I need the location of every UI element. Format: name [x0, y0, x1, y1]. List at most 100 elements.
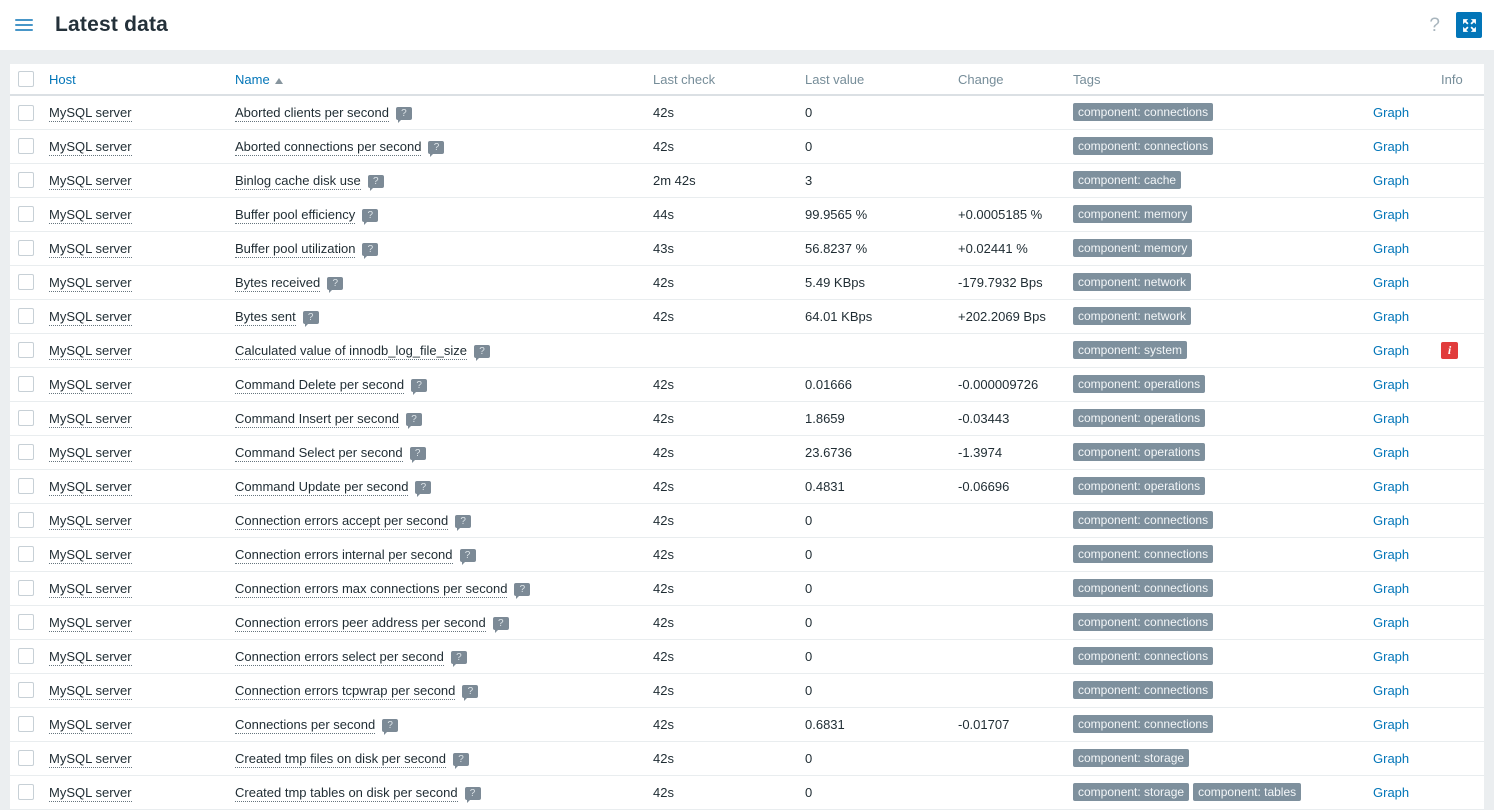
item-description-hint-icon[interactable]: ? — [428, 140, 445, 157]
item-name-link[interactable]: Command Delete per second — [235, 376, 405, 394]
host-link[interactable]: MySQL server — [49, 104, 132, 122]
graph-link[interactable]: Graph — [1373, 240, 1410, 256]
item-name-link[interactable]: Command Update per second — [235, 478, 409, 496]
tag-badge[interactable]: component: network — [1073, 273, 1192, 291]
row-checkbox[interactable] — [18, 648, 34, 665]
column-header-name[interactable]: Name — [235, 71, 270, 87]
row-checkbox[interactable] — [18, 376, 34, 393]
row-checkbox[interactable] — [18, 274, 34, 291]
item-name-link[interactable]: Aborted connections per second — [235, 138, 422, 156]
graph-link[interactable]: Graph — [1373, 784, 1410, 800]
graph-link[interactable]: Graph — [1373, 104, 1410, 120]
graph-link[interactable]: Graph — [1373, 138, 1410, 154]
tag-badge[interactable]: component: connections — [1073, 715, 1214, 733]
host-link[interactable]: MySQL server — [49, 138, 132, 156]
graph-link[interactable]: Graph — [1373, 172, 1410, 188]
tag-badge[interactable]: component: connections — [1073, 613, 1214, 631]
item-description-hint-icon[interactable]: ? — [514, 582, 531, 599]
host-link[interactable]: MySQL server — [49, 444, 132, 462]
host-link[interactable]: MySQL server — [49, 512, 132, 530]
item-name-link[interactable]: Buffer pool utilization — [235, 240, 356, 258]
item-name-link[interactable]: Connection errors internal per second — [235, 546, 453, 564]
host-link[interactable]: MySQL server — [49, 274, 132, 292]
tag-badge[interactable]: component: storage — [1073, 749, 1190, 767]
tag-badge[interactable]: component: memory — [1073, 239, 1193, 257]
tag-badge[interactable]: component: tables — [1193, 783, 1302, 801]
host-link[interactable]: MySQL server — [49, 172, 132, 190]
item-description-hint-icon[interactable]: ? — [362, 242, 379, 259]
item-name-link[interactable]: Connection errors max connections per se… — [235, 580, 508, 598]
item-description-hint-icon[interactable]: ? — [367, 174, 384, 191]
row-checkbox[interactable] — [18, 206, 34, 223]
graph-link[interactable]: Graph — [1373, 682, 1410, 698]
item-description-hint-icon[interactable]: ? — [455, 514, 472, 531]
row-checkbox[interactable] — [18, 614, 34, 631]
graph-link[interactable]: Graph — [1373, 750, 1410, 766]
row-checkbox[interactable] — [18, 682, 34, 699]
item-name-link[interactable]: Command Insert per second — [235, 410, 400, 428]
host-link[interactable]: MySQL server — [49, 682, 132, 700]
item-name-link[interactable]: Connection errors peer address per secon… — [235, 614, 486, 632]
item-name-link[interactable]: Aborted clients per second — [235, 104, 389, 122]
item-description-hint-icon[interactable]: ? — [395, 106, 412, 123]
row-checkbox[interactable] — [18, 308, 34, 325]
tag-badge[interactable]: component: network — [1073, 307, 1192, 325]
item-name-link[interactable]: Bytes sent — [235, 308, 296, 326]
row-checkbox[interactable] — [18, 342, 34, 359]
graph-link[interactable]: Graph — [1373, 308, 1410, 324]
tag-badge[interactable]: component: storage — [1073, 783, 1190, 801]
host-link[interactable]: MySQL server — [49, 614, 132, 632]
tag-badge[interactable]: component: operations — [1073, 443, 1206, 461]
row-checkbox[interactable] — [18, 716, 34, 733]
item-name-link[interactable]: Connection errors select per second — [235, 648, 444, 666]
item-description-hint-icon[interactable]: ? — [406, 412, 423, 429]
graph-link[interactable]: Graph — [1373, 342, 1410, 358]
host-link[interactable]: MySQL server — [49, 376, 132, 394]
graph-link[interactable]: Graph — [1373, 478, 1410, 494]
tag-badge[interactable]: component: connections — [1073, 137, 1214, 155]
host-link[interactable]: MySQL server — [49, 478, 132, 496]
graph-link[interactable]: Graph — [1373, 580, 1410, 596]
tag-badge[interactable]: component: connections — [1073, 511, 1214, 529]
graph-link[interactable]: Graph — [1373, 648, 1410, 664]
graph-link[interactable]: Graph — [1373, 512, 1410, 528]
menu-hamburger-icon[interactable] — [10, 11, 38, 39]
tag-badge[interactable]: component: connections — [1073, 681, 1214, 699]
host-link[interactable]: MySQL server — [49, 206, 132, 224]
row-checkbox[interactable] — [18, 478, 34, 495]
info-error-icon[interactable]: i — [1441, 341, 1458, 359]
item-description-hint-icon[interactable]: ? — [302, 310, 319, 327]
host-link[interactable]: MySQL server — [49, 750, 132, 768]
row-checkbox[interactable] — [18, 580, 34, 597]
item-description-hint-icon[interactable]: ? — [492, 616, 509, 633]
item-description-hint-icon[interactable]: ? — [415, 480, 432, 497]
item-description-hint-icon[interactable]: ? — [450, 650, 467, 667]
tag-badge[interactable]: component: system — [1073, 341, 1188, 359]
item-name-link[interactable]: Buffer pool efficiency — [235, 206, 356, 224]
tag-badge[interactable]: component: operations — [1073, 375, 1206, 393]
row-checkbox[interactable] — [18, 512, 34, 529]
item-name-link[interactable]: Connection errors accept per second — [235, 512, 449, 530]
item-description-hint-icon[interactable]: ? — [462, 684, 479, 701]
graph-link[interactable]: Graph — [1373, 410, 1410, 426]
item-description-hint-icon[interactable]: ? — [453, 752, 469, 769]
item-description-hint-icon[interactable]: ? — [411, 378, 428, 395]
item-description-hint-icon[interactable]: ? — [459, 548, 476, 565]
host-link[interactable]: MySQL server — [49, 716, 132, 734]
graph-link[interactable]: Graph — [1373, 274, 1410, 290]
help-icon[interactable]: ? — [1429, 14, 1440, 36]
tag-badge[interactable]: component: connections — [1073, 545, 1214, 563]
row-checkbox[interactable] — [18, 750, 34, 767]
row-checkbox[interactable] — [18, 410, 34, 427]
host-link[interactable]: MySQL server — [49, 342, 132, 360]
graph-link[interactable]: Graph — [1373, 376, 1410, 392]
item-name-link[interactable]: Binlog cache disk use — [235, 172, 361, 190]
graph-link[interactable]: Graph — [1373, 614, 1410, 630]
item-name-link[interactable]: Command Select per second — [235, 444, 403, 462]
item-description-hint-icon[interactable]: ? — [382, 718, 399, 735]
graph-link[interactable]: Graph — [1373, 206, 1410, 222]
host-link[interactable]: MySQL server — [49, 546, 132, 564]
graph-link[interactable]: Graph — [1373, 444, 1410, 460]
tag-badge[interactable]: component: memory — [1073, 205, 1193, 223]
item-name-link[interactable]: Bytes received — [235, 274, 321, 292]
